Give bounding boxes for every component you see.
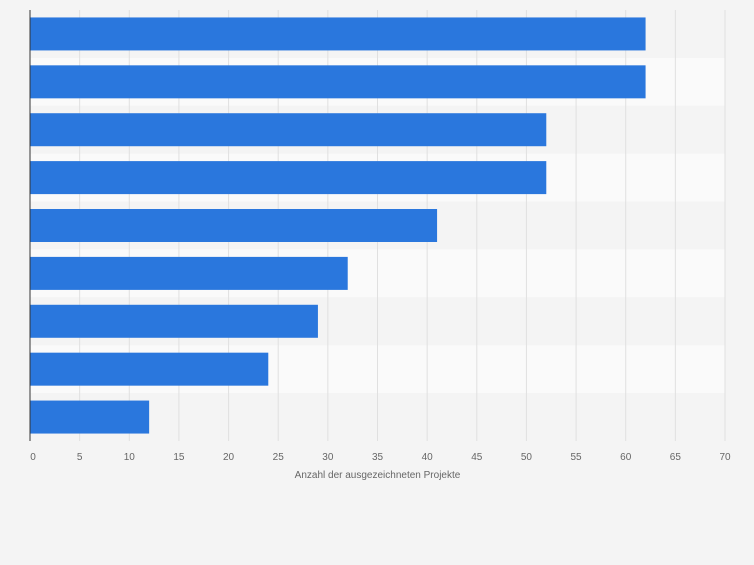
bar[interactable] — [30, 304, 318, 338]
bar[interactable] — [30, 400, 150, 434]
x-axis-ticks: 0 5 10 15 20 25 30 35 40 45 50 55 60 65 70 — [30, 452, 731, 463]
x-tick-label: 70 — [719, 452, 731, 463]
x-tick-label: 10 — [124, 452, 136, 463]
x-tick-label: 60 — [620, 452, 632, 463]
x-tick-label: 55 — [571, 452, 583, 463]
bar[interactable] — [30, 65, 646, 99]
x-tick-label: 50 — [521, 452, 533, 463]
x-tick-label: 40 — [422, 452, 434, 463]
x-tick-label: 15 — [173, 452, 185, 463]
x-tick-label: 45 — [471, 452, 483, 463]
bar[interactable] — [30, 352, 269, 386]
bar[interactable] — [30, 209, 438, 242]
bars — [30, 17, 646, 434]
bar[interactable] — [30, 161, 547, 195]
x-axis-label: Anzahl der ausgezeichneten Projekte — [295, 470, 461, 481]
x-tick-label: 0 — [30, 452, 36, 463]
x-tick-label: 20 — [223, 452, 235, 463]
x-tick-label: 65 — [670, 452, 682, 463]
x-tick-label: 25 — [273, 452, 285, 463]
bar[interactable] — [30, 113, 547, 147]
x-tick-label: 5 — [77, 452, 83, 463]
x-tick-label: 30 — [322, 452, 334, 463]
bar[interactable] — [30, 17, 646, 51]
x-tick-label: 35 — [372, 452, 384, 463]
bar[interactable] — [30, 256, 348, 290]
